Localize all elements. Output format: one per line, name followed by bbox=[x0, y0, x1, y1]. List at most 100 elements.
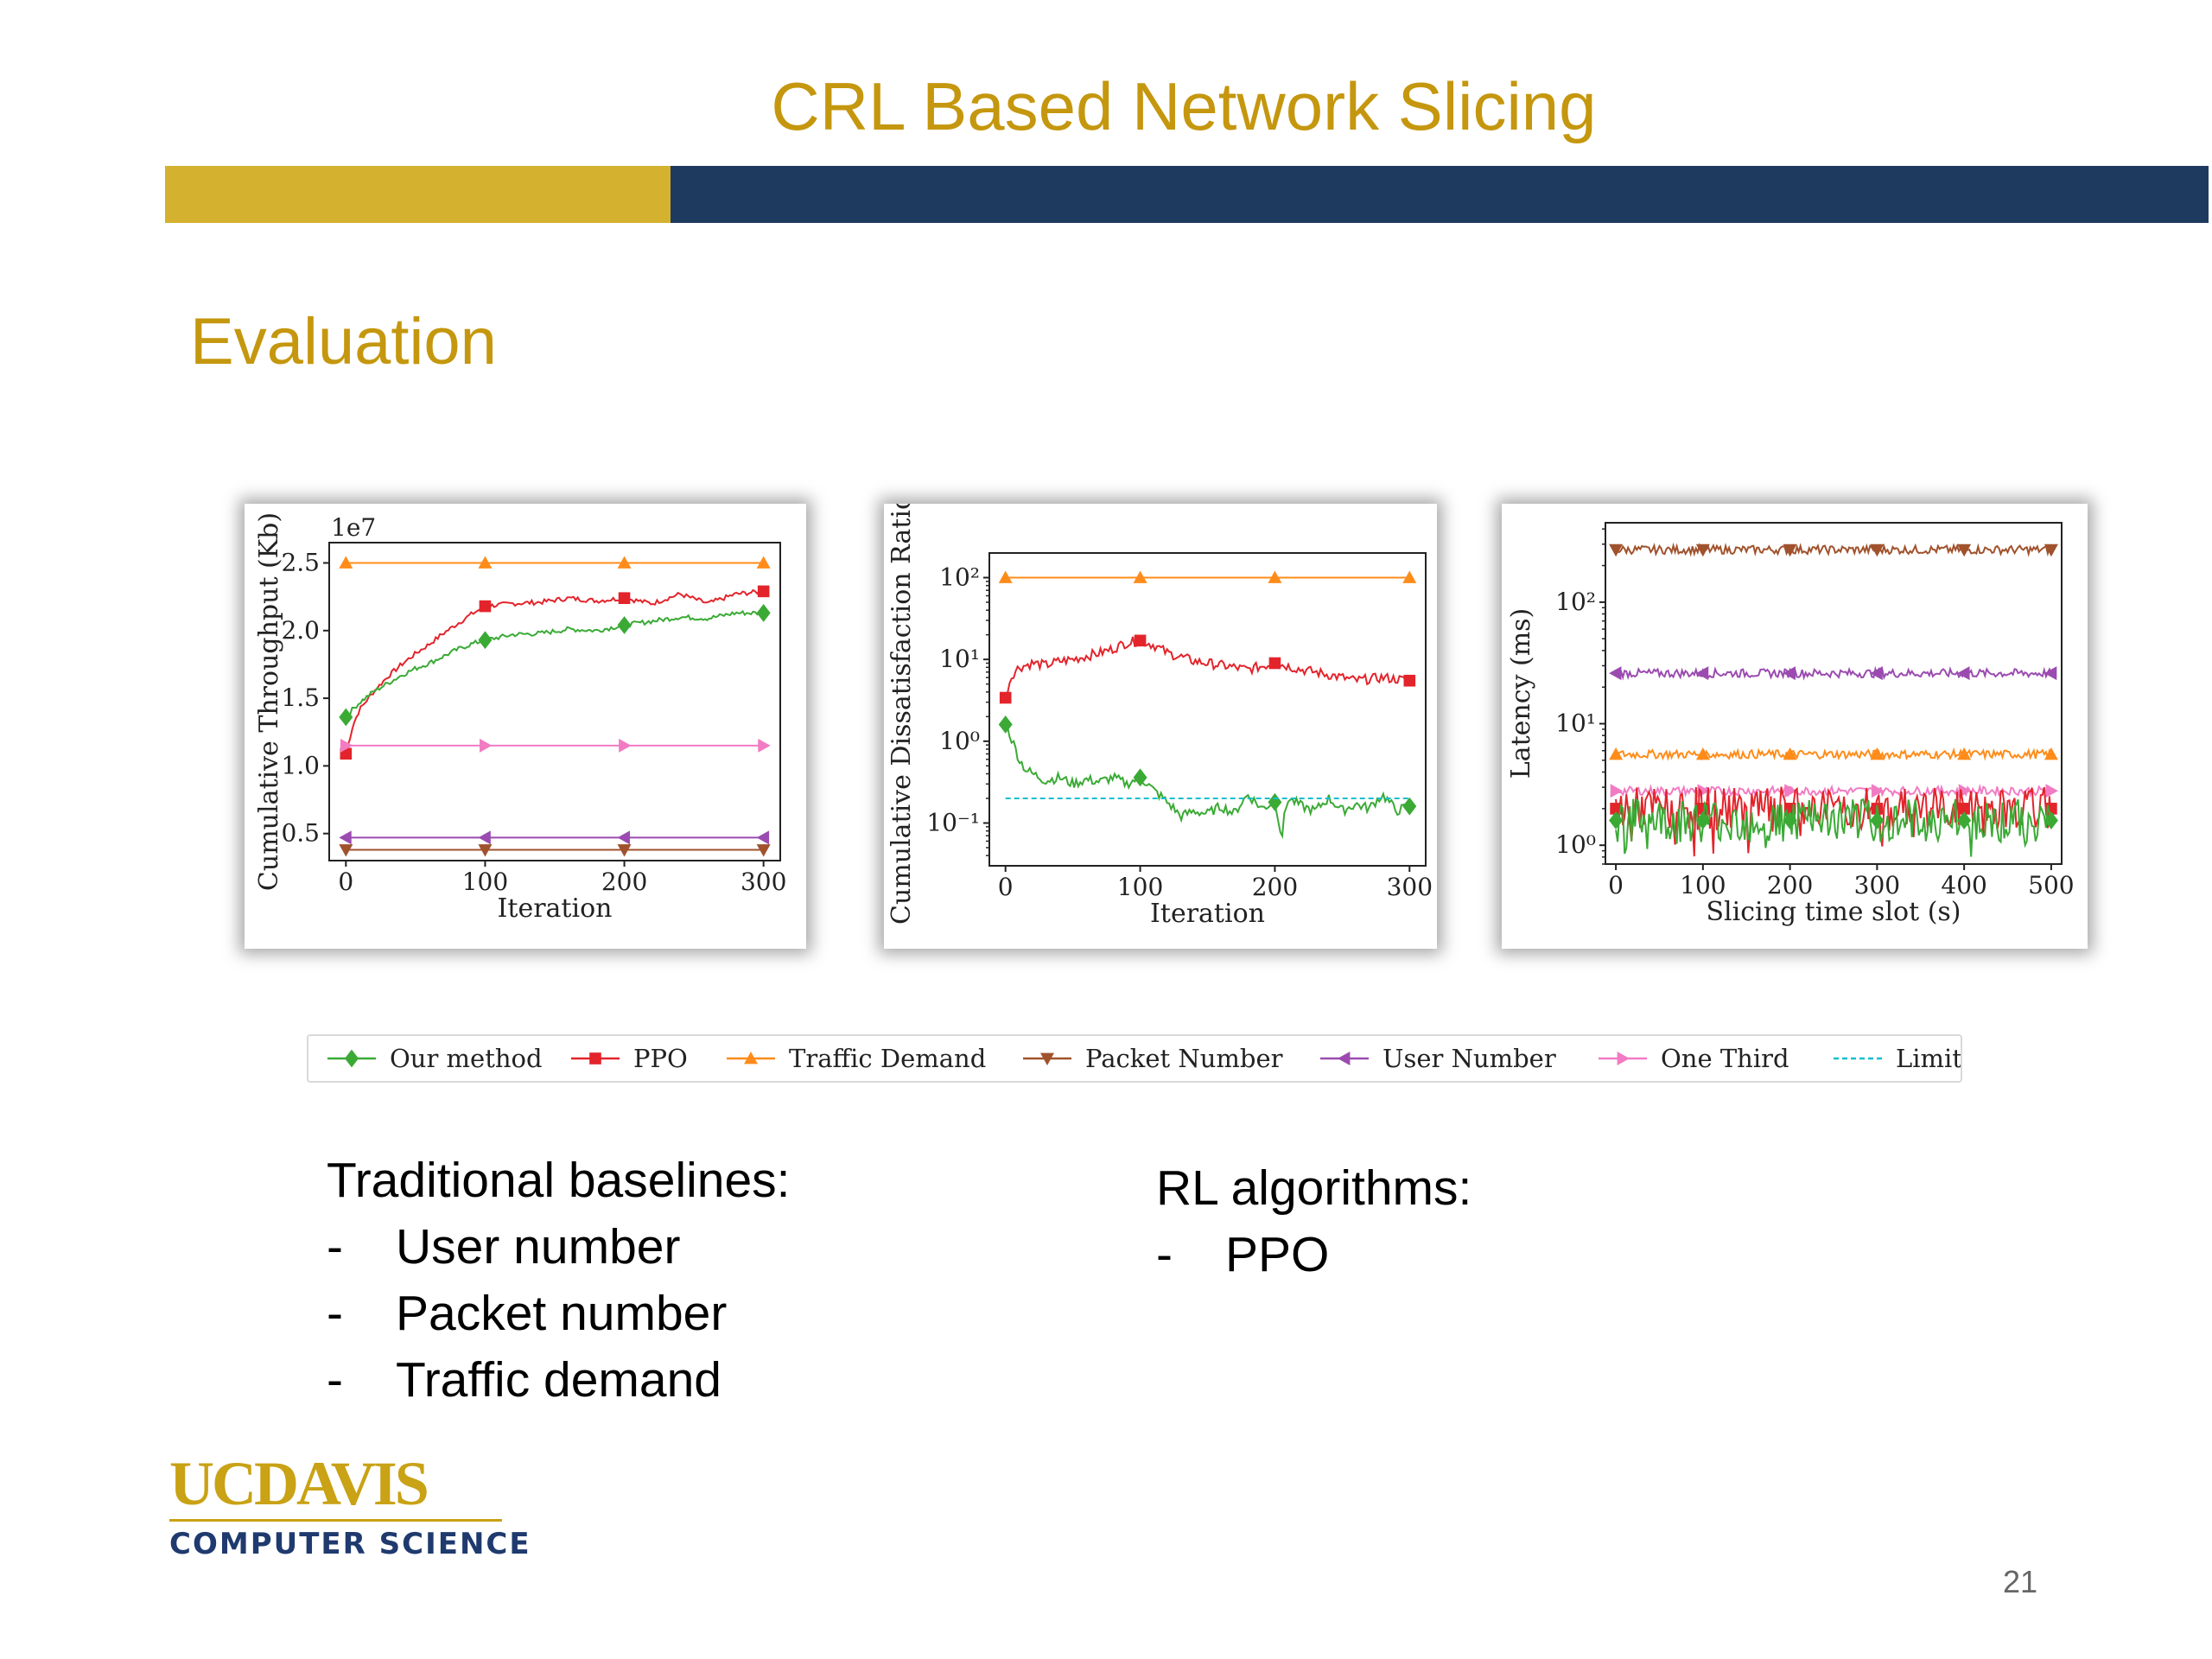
x-tick-label: 300 bbox=[741, 868, 786, 896]
list-item: - Traffic demand bbox=[327, 1352, 722, 1408]
series-marker-our-method bbox=[756, 604, 771, 622]
series-line-ppo bbox=[1615, 786, 2052, 857]
chart-legend: Our method PPO Traffic Demand Packet Number… bbox=[307, 1034, 1962, 1083]
plot-frame bbox=[328, 542, 781, 861]
y-axis-label: Latency (ms) bbox=[1506, 608, 1536, 779]
series-marker-user-number bbox=[2044, 666, 2057, 681]
legend-marker-packet-number bbox=[1040, 1052, 1054, 1065]
series-marker-our-method bbox=[1783, 811, 1797, 830]
series-marker-traffic-demand bbox=[1870, 747, 1885, 760]
series-marker-traffic-demand bbox=[1402, 570, 1417, 583]
y-tick-label: 10¹ bbox=[939, 645, 980, 673]
x-tick-label: 0 bbox=[338, 868, 353, 896]
series-marker-one-third bbox=[619, 738, 632, 753]
series-marker-traffic-demand bbox=[1133, 570, 1147, 583]
series-marker-traffic-demand bbox=[1957, 747, 1972, 760]
series-line-ppo bbox=[1005, 636, 1410, 696]
y-tick-label: 10⁻¹ bbox=[926, 809, 980, 837]
series-marker-our-method bbox=[1609, 811, 1624, 830]
x-tick-label: 0 bbox=[1608, 871, 1624, 899]
legend-marker-traffic-demand bbox=[744, 1052, 758, 1065]
header-bar-gold bbox=[165, 166, 671, 223]
series-line-packet-number bbox=[1615, 542, 2052, 557]
series-marker-traffic-demand bbox=[998, 570, 1013, 583]
series-marker-ppo bbox=[618, 592, 631, 605]
legend-marker-our-method bbox=[345, 1049, 359, 1068]
y-tick-label: 2.5 bbox=[281, 548, 320, 576]
x-tick-label: 500 bbox=[2028, 871, 2074, 899]
legend-label-limit: Limit bbox=[1896, 1044, 1961, 1073]
series-marker-our-method bbox=[1268, 792, 1282, 811]
series-marker-our-method bbox=[1133, 768, 1147, 787]
series-marker-packet-number bbox=[1783, 543, 1797, 557]
series-marker-one-third bbox=[480, 738, 493, 753]
series-marker-user-number bbox=[1870, 666, 1883, 681]
header-bar-navy bbox=[671, 166, 2209, 223]
series-marker-traffic-demand bbox=[1695, 747, 1710, 760]
x-tick-label: 100 bbox=[1117, 873, 1163, 901]
series-line-our-method bbox=[1615, 798, 2052, 857]
x-tick-label: 100 bbox=[462, 868, 508, 896]
series-line-our-method bbox=[1004, 724, 1411, 840]
y-tick-label: 0.5 bbox=[281, 819, 320, 848]
series-marker-our-method bbox=[1957, 811, 1972, 830]
series-marker-user-number bbox=[478, 830, 491, 845]
series-marker-packet-number bbox=[339, 844, 353, 857]
series-marker-user-number bbox=[1957, 666, 1970, 681]
legend-label-our-method: Our method bbox=[390, 1044, 543, 1073]
series-marker-traffic-demand bbox=[617, 556, 632, 569]
series-marker-packet-number bbox=[2044, 543, 2058, 557]
legend-label-user-number: User Number bbox=[1382, 1044, 1556, 1073]
series-marker-ppo bbox=[757, 585, 770, 598]
series-line-traffic-demand bbox=[1615, 747, 2052, 761]
x-tick-label: 300 bbox=[1854, 871, 1900, 899]
series-marker-traffic-demand bbox=[756, 556, 771, 569]
series-line-one-third bbox=[1615, 783, 2052, 798]
ucdavis-logo: UCDAVIS COMPUTER SCIENCE bbox=[169, 1452, 531, 1561]
y-multiplier-label: 1e7 bbox=[331, 513, 376, 542]
series-line-ppo bbox=[345, 588, 764, 754]
y-tick-label: 10² bbox=[1555, 588, 1596, 616]
logo-wordmark: UCDAVIS bbox=[169, 1449, 429, 1518]
series-line-our-method bbox=[345, 609, 765, 718]
y-tick-label: 2.0 bbox=[281, 616, 320, 645]
series-marker-traffic-demand bbox=[2044, 747, 2058, 760]
legend-marker-one-third bbox=[1617, 1052, 1630, 1065]
x-tick-label: 400 bbox=[1941, 871, 1986, 899]
series-marker-traffic-demand bbox=[1783, 747, 1797, 760]
series-marker-traffic-demand bbox=[339, 556, 353, 569]
y-axis-label: Cumulative Throughput (Kb) bbox=[254, 512, 284, 891]
x-axis-label: Slicing time slot (s) bbox=[1706, 897, 1961, 927]
series-marker-packet-number bbox=[1957, 543, 1972, 557]
slide-title: CRL Based Network Slicing bbox=[771, 68, 1597, 144]
list-item: - Packet number bbox=[327, 1286, 728, 1341]
series-marker-user-number bbox=[1609, 666, 1622, 681]
list-item: - User number bbox=[327, 1219, 681, 1274]
series-marker-traffic-demand bbox=[478, 556, 493, 569]
legend-label-ppo: PPO bbox=[633, 1044, 688, 1073]
series-marker-one-third bbox=[1610, 784, 1624, 798]
legend-label-one-third: One Third bbox=[1661, 1044, 1789, 1073]
list-item: - PPO bbox=[1156, 1227, 1330, 1282]
x-axis-label: Iteration bbox=[1150, 899, 1265, 929]
series-marker-our-method bbox=[478, 631, 493, 650]
rl-heading: RL algorithms: bbox=[1156, 1160, 1472, 1216]
section-title: Evaluation bbox=[190, 305, 497, 378]
series-marker-packet-number bbox=[756, 844, 771, 857]
series-marker-user-number bbox=[339, 830, 352, 845]
series-marker-our-method bbox=[1695, 811, 1710, 830]
series-marker-packet-number bbox=[1870, 543, 1885, 557]
x-tick-label: 200 bbox=[1767, 871, 1813, 899]
x-tick-label: 200 bbox=[601, 868, 647, 896]
series-marker-our-method bbox=[617, 616, 632, 634]
series-marker-ppo bbox=[1268, 657, 1281, 670]
series-marker-our-method bbox=[998, 715, 1013, 734]
series-line-user-number bbox=[1615, 665, 2052, 681]
series-marker-user-number bbox=[1695, 666, 1709, 681]
series-marker-ppo bbox=[1403, 674, 1416, 687]
series-marker-ppo bbox=[1134, 634, 1147, 647]
x-axis-label: Iteration bbox=[498, 893, 613, 924]
y-tick-label: 1.0 bbox=[281, 751, 320, 779]
x-tick-label: 300 bbox=[1387, 873, 1433, 901]
rl-algorithms-block: RL algorithms: - PPO bbox=[1156, 1155, 1471, 1288]
